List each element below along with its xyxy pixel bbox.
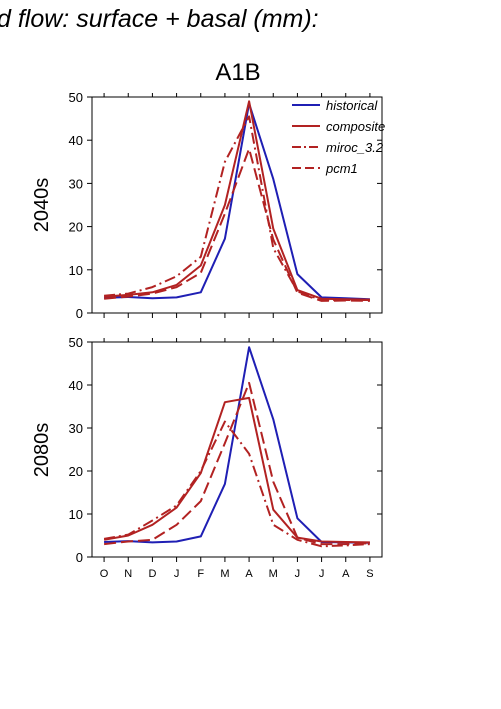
figure-heading: d flow: surface + basal (mm): [0,5,319,33]
x-tick-label: F [197,568,204,580]
panel-2040s: 2040s 0 10 20 30 40 50 historical composite miro… [31,90,385,321]
y-tick-label: 50 [69,90,83,105]
y-tick-label: 0 [76,550,83,565]
series-line-historical [104,102,370,301]
x-tick-label: A [245,568,253,580]
series-line-pcm1 [104,147,370,302]
series-line-historical [104,346,370,544]
y-tick-label: 20 [69,464,83,479]
legend-label: pcm1 [325,161,358,176]
panel-label-2080s: 2080s [31,423,53,478]
plot-frame [91,96,383,314]
series-line-composite [104,100,370,301]
panel-2080s: 2080s 0 10 20 30 40 50 O N D J F M A M J J A S [31,335,383,580]
y-tick-label: 30 [69,176,83,191]
x-tick-label: M [269,568,278,580]
legend-label: miroc_3.2 [326,140,384,155]
plot-frame [91,341,383,558]
x-tick-label: J [174,568,180,580]
panel-label-2040s: 2040s [31,178,53,233]
x-tick-label: O [100,568,109,580]
y-tick-label: 50 [69,335,83,350]
legend-label: historical [326,98,378,113]
x-tick-label: D [148,568,156,580]
x-tick-label: M [220,568,229,580]
x-tick-label: N [124,568,132,580]
series-line-pcm1 [103,381,370,546]
y-tick-label: 20 [69,220,83,235]
y-tick-label: 30 [69,421,83,436]
series-line-miroc-3-2 [103,420,370,548]
x-tick-label: J [319,568,325,580]
x-tick-label: J [295,568,301,580]
y-tick-label: 40 [69,378,83,393]
series-line-composite [103,396,370,544]
x-tick-label: S [366,568,373,580]
x-tick-label: A [342,568,350,580]
figure-subtitle: A1B [215,59,260,86]
y-tick-label: 0 [76,306,83,321]
y-tick-label: 10 [69,263,83,278]
y-tick-label: 10 [69,507,83,522]
y-tick-label: 40 [69,133,83,148]
legend-label: composite [326,119,385,134]
